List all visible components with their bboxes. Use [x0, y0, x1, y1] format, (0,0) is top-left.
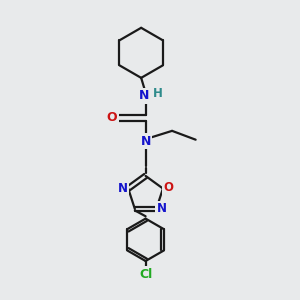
Text: H: H [153, 87, 163, 100]
Text: O: O [106, 111, 117, 124]
Text: N: N [140, 135, 151, 148]
Text: N: N [139, 89, 149, 102]
Text: N: N [118, 182, 128, 195]
Text: O: O [163, 181, 173, 194]
Text: N: N [157, 202, 166, 215]
Text: Cl: Cl [139, 268, 152, 281]
